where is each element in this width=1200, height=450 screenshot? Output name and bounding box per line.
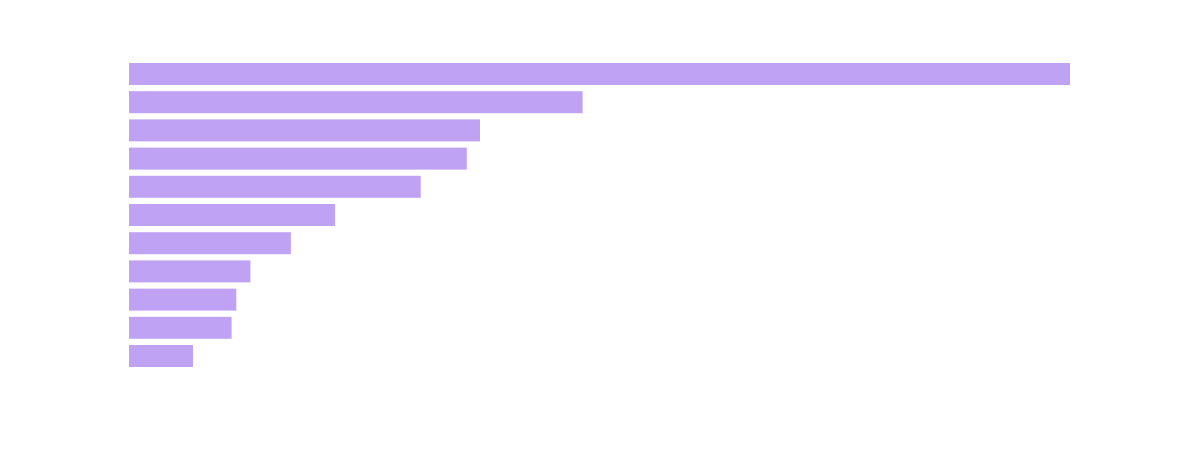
bar-6 xyxy=(129,204,336,226)
bar-2 xyxy=(129,91,583,114)
bar-11 xyxy=(129,345,193,367)
bar-8 xyxy=(129,260,251,283)
bar-3 xyxy=(129,119,480,142)
bars-group xyxy=(129,63,1070,367)
bar-9 xyxy=(129,288,237,311)
bar-10 xyxy=(129,316,232,339)
bar-5 xyxy=(129,175,421,198)
bar-1 xyxy=(129,63,1070,85)
bar-7 xyxy=(129,232,291,255)
bar-4 xyxy=(129,147,467,170)
